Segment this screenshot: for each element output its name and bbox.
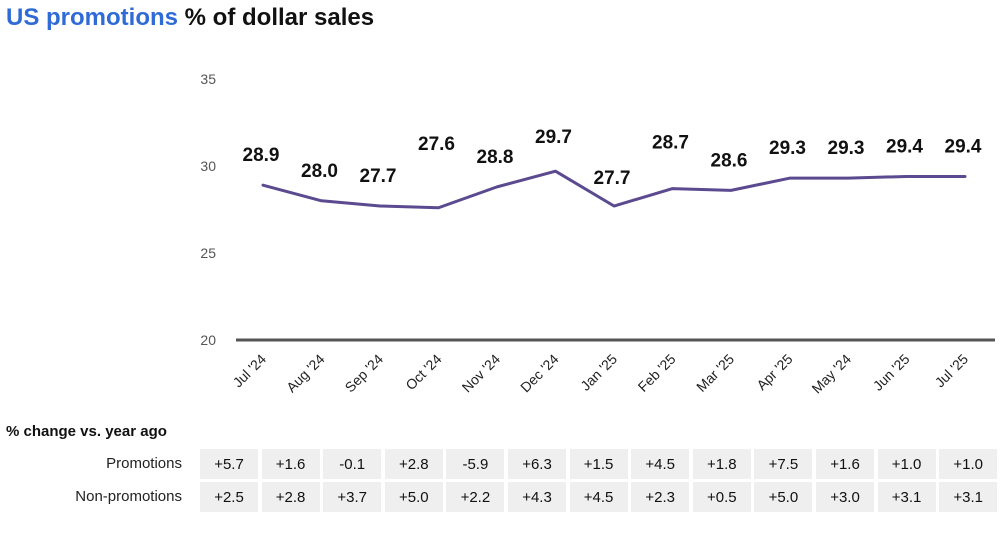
data-label: 29.4 bbox=[945, 136, 982, 157]
table-cell: +2.2 bbox=[446, 482, 505, 512]
table-cell: +2.8 bbox=[384, 449, 443, 479]
data-label: 29.3 bbox=[828, 138, 865, 159]
table-cell: +4.5 bbox=[631, 449, 690, 479]
table-cell: +2.8 bbox=[261, 482, 320, 512]
table-cell: +1.5 bbox=[569, 449, 628, 479]
table-cell: +2.5 bbox=[200, 482, 258, 512]
x-tick-label: Feb '25 bbox=[635, 351, 679, 395]
data-label: 28.0 bbox=[301, 161, 338, 182]
x-tick-label: Nov '24 bbox=[459, 351, 504, 396]
table-cell: +3.1 bbox=[877, 482, 936, 512]
x-tick-label: Jul '25 bbox=[932, 351, 972, 391]
table-cell: +3.0 bbox=[816, 482, 874, 512]
series-line bbox=[261, 169, 967, 210]
data-label: 29.4 bbox=[886, 136, 923, 157]
x-tick-label: May '24 bbox=[808, 351, 854, 397]
x-tick-label: Sep '24 bbox=[342, 351, 387, 396]
table-cell: +5.7 bbox=[200, 449, 258, 479]
table-cell: +7.5 bbox=[754, 449, 813, 479]
data-label: 28.9 bbox=[243, 145, 280, 166]
table-cell: -5.9 bbox=[446, 449, 505, 479]
table-cell: +3.1 bbox=[939, 482, 998, 512]
data-label: 28.6 bbox=[711, 150, 748, 171]
data-label: 29.3 bbox=[769, 138, 806, 159]
data-label: 27.7 bbox=[594, 168, 631, 189]
table-cell: +0.5 bbox=[692, 482, 751, 512]
x-tick-label: Dec '24 bbox=[517, 351, 562, 396]
table-cell: +5.0 bbox=[384, 482, 443, 512]
x-tick-label: Apr '25 bbox=[753, 351, 796, 394]
line-chart: 20 25 30 35 28.9 28.0 27.7 27.6 28.8 29.7 27.7 28.7… bbox=[200, 71, 995, 397]
table-cell: +1.6 bbox=[261, 449, 320, 479]
y-tick-label: 35 bbox=[200, 71, 216, 87]
x-tick-label: Aug '24 bbox=[283, 351, 328, 396]
table-cell: +1.6 bbox=[816, 449, 874, 479]
table-cell: +6.3 bbox=[508, 449, 566, 479]
table-cell: +4.5 bbox=[569, 482, 628, 512]
data-label: 27.6 bbox=[418, 134, 455, 155]
data-label: 27.7 bbox=[360, 166, 397, 187]
table-cell: -0.1 bbox=[323, 449, 382, 479]
table-cell: +2.3 bbox=[631, 482, 690, 512]
x-tick-label: Jan '25 bbox=[577, 351, 620, 394]
table-cell: +1.0 bbox=[877, 449, 936, 479]
data-label: 28.8 bbox=[477, 147, 514, 168]
x-tick-label: Oct '24 bbox=[402, 351, 445, 394]
y-tick-label: 20 bbox=[200, 332, 216, 348]
x-tick-label: Jun '25 bbox=[870, 351, 913, 394]
chart-title: US promotions % of dollar sales bbox=[6, 4, 374, 32]
row-label: Non-promotions bbox=[75, 488, 182, 505]
y-tick-label: 25 bbox=[200, 245, 216, 261]
table-cell: +3.7 bbox=[323, 482, 382, 512]
x-tick-label: Mar '25 bbox=[693, 351, 737, 395]
title-rest: % of dollar sales bbox=[184, 4, 375, 31]
row-label: Promotions bbox=[106, 455, 182, 472]
table-cell: +4.3 bbox=[508, 482, 566, 512]
table-cell: +5.0 bbox=[754, 482, 813, 512]
table-cell: +1.8 bbox=[692, 449, 751, 479]
data-label: 28.7 bbox=[652, 133, 689, 154]
data-label: 29.7 bbox=[535, 127, 572, 148]
table-header: % change vs. year ago bbox=[6, 423, 167, 440]
x-tick-label: Jul '24 bbox=[230, 351, 270, 391]
y-tick-label: 30 bbox=[200, 158, 216, 174]
title-accent: US promotions bbox=[6, 4, 178, 31]
table-cell: +1.0 bbox=[939, 449, 998, 479]
